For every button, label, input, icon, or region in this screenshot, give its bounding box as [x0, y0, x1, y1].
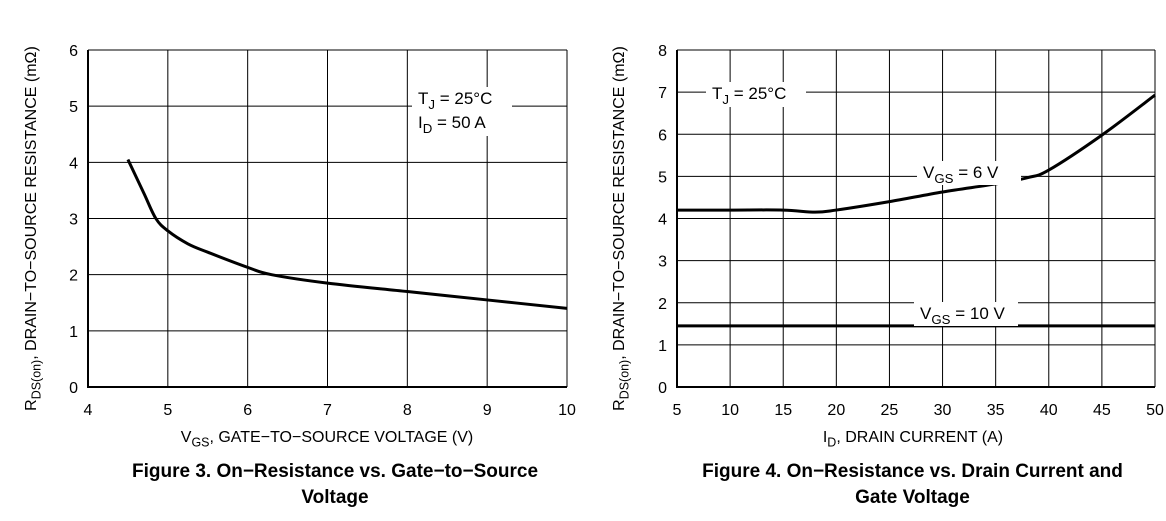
text-rest: , DRAIN−TO−SOURCE RESISTANCE (mΩ) [611, 46, 628, 360]
figure-3-caption: Figure 3. On−Resistance vs. Gate−to−Sour… [60, 459, 610, 511]
label-background [412, 87, 512, 112]
text-rest: = 50 A [432, 113, 486, 132]
x-axis-label: VGS, GATE−TO−SOURCE VOLTAGE (V) [181, 429, 473, 449]
text-rest: , DRAIN CURRENT (A) [836, 429, 1003, 446]
text-subscript: DS(on) [617, 360, 631, 400]
y-tick-label: 1 [69, 324, 78, 341]
series-label: VGS = 6 V [923, 163, 999, 186]
y-tick-label: 2 [658, 296, 667, 313]
label-background [917, 161, 1021, 185]
figure-4-caption: Figure 4. On−Resistance vs. Drain Curren… [640, 459, 1166, 511]
text-main: I [823, 429, 827, 446]
text-subscript: J [722, 92, 729, 107]
label-background [412, 111, 512, 136]
x-tick-label: 6 [243, 402, 252, 419]
x-axis-label: ID, DRAIN CURRENT (A) [823, 429, 1003, 449]
caption-line: Figure 4. On−Resistance vs. Drain Curren… [702, 461, 1123, 482]
x-tick-label: 35 [987, 402, 1005, 419]
x-tick-label: 45 [1093, 402, 1111, 419]
x-tick-label: 40 [1040, 402, 1058, 419]
x-tick-label: 25 [881, 402, 899, 419]
series-line [126, 158, 568, 310]
x-tick-label: 5 [673, 402, 682, 419]
text-rest: , DRAIN−TO−SOURCE RESISTANCE (mΩ) [23, 46, 40, 360]
text-subscript: D [827, 435, 836, 449]
x-tick-label: 5 [163, 402, 172, 419]
text-subscript: D [423, 121, 433, 136]
x-tick-label: 8 [403, 402, 412, 419]
y-tick-label: 2 [69, 268, 78, 285]
y-tick-label: 8 [658, 43, 667, 60]
y-tick-label: 5 [658, 169, 667, 186]
annotation-label: TJ = 25°C [712, 84, 786, 107]
text-main: V [920, 304, 932, 323]
text-subscript: GS [934, 171, 953, 186]
text-main: T [712, 84, 722, 103]
y-tick-label: 4 [658, 212, 667, 229]
y-tick-label: 0 [658, 380, 667, 397]
x-tick-label: 15 [774, 402, 792, 419]
text-rest: , GATE−TO−SOURCE VOLTAGE (V) [209, 429, 473, 446]
text-main: T [418, 89, 428, 108]
text-subscript: GS [191, 435, 209, 449]
x-tick-label: 4 [84, 402, 93, 419]
annotation-label: ID = 50 A [418, 113, 486, 136]
text-rest: = 6 V [954, 163, 1000, 182]
y-tick-label: 3 [658, 254, 667, 271]
x-tick-label: 20 [827, 402, 845, 419]
x-tick-label: 9 [483, 402, 492, 419]
text-rest: = 10 V [951, 304, 1006, 323]
text-main: R [611, 399, 628, 411]
x-tick-label: 30 [934, 402, 952, 419]
x-tick-label: 7 [323, 402, 332, 419]
y-tick-label: 5 [69, 99, 78, 116]
caption-line: Voltage [301, 487, 369, 508]
x-tick-label: 50 [1146, 402, 1164, 419]
y-tick-label: 6 [69, 43, 78, 60]
chart-1: 4 5 6 7 8 9 10 0 1 2 3 4 5 6 VGS, GATE−TO−SOURCE VOLTA… [23, 43, 576, 449]
annotation-label: TJ = 25°C [418, 89, 492, 112]
y-tick-label: 1 [658, 338, 667, 355]
text-subscript: J [428, 97, 435, 112]
text-main: V [181, 429, 192, 446]
y-axis-label: RDS(on), DRAIN−TO−SOURCE RESISTANCE (mΩ) [23, 46, 43, 411]
text-main: R [23, 399, 40, 411]
label-background [706, 82, 806, 107]
y-tick-label: 6 [658, 127, 667, 144]
y-tick-label: 4 [69, 155, 78, 172]
caption-line: Figure 3. On−Resistance vs. Gate−to−Sour… [131, 461, 539, 482]
caption-line: Gate Voltage [855, 487, 970, 508]
label-background [914, 302, 1018, 326]
text-subscript: DS(on) [29, 360, 43, 400]
text-rest: = 25°C [729, 84, 786, 103]
y-tick-label: 7 [658, 85, 667, 102]
y-axis-label: RDS(on), DRAIN−TO−SOURCE RESISTANCE (mΩ) [611, 46, 631, 411]
text-main: V [923, 163, 935, 182]
y-tick-label: 0 [69, 380, 78, 397]
series-label: VGS = 10 V [920, 304, 1006, 327]
text-main: I [418, 113, 423, 132]
text-subscript: GS [931, 312, 950, 327]
text-rest: = 25°C [435, 89, 492, 108]
y-tick-label: 3 [69, 212, 78, 229]
x-tick-label: 10 [721, 402, 739, 419]
x-tick-label: 10 [558, 402, 576, 419]
series-line [676, 93, 1156, 214]
